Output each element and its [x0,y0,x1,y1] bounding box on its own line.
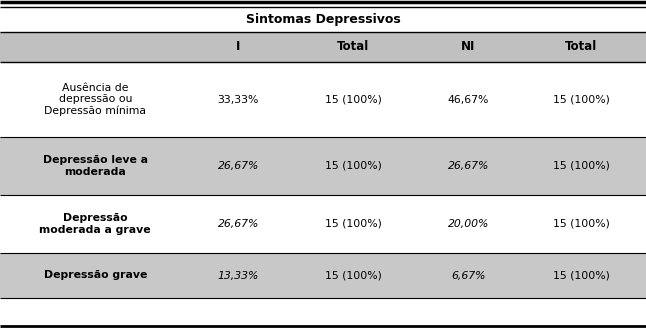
Text: Depressão grave: Depressão grave [43,271,147,280]
Text: Ausência de
depressão ou
Depressão mínima: Ausência de depressão ou Depressão mínim… [45,83,146,116]
Text: 15 (100%): 15 (100%) [325,271,382,280]
Text: 46,67%: 46,67% [448,94,489,105]
Text: 15 (100%): 15 (100%) [552,219,610,229]
Text: Total: Total [337,40,370,53]
Text: 15 (100%): 15 (100%) [325,219,382,229]
Text: 13,33%: 13,33% [218,271,259,280]
Text: 33,33%: 33,33% [218,94,259,105]
Text: Depressão
moderada a grave: Depressão moderada a grave [39,213,151,235]
Text: 15 (100%): 15 (100%) [552,94,610,105]
Text: 26,67%: 26,67% [218,161,259,171]
Text: 26,67%: 26,67% [218,219,259,229]
Text: 26,67%: 26,67% [448,161,489,171]
Text: 15 (100%): 15 (100%) [552,161,610,171]
Text: 6,67%: 6,67% [451,271,486,280]
Text: 20,00%: 20,00% [448,219,489,229]
Bar [0,253,646,298]
Text: 15 (100%): 15 (100%) [552,271,610,280]
Bar [0,32,646,62]
Bar [0,195,646,253]
Bar [0,62,646,137]
Bar [0,137,646,195]
Bar [0,7,646,32]
Text: Total: Total [565,40,597,53]
Text: Depressão leve a
moderada: Depressão leve a moderada [43,155,148,177]
Text: NI: NI [461,40,475,53]
Text: 15 (100%): 15 (100%) [325,161,382,171]
Text: I: I [236,40,240,53]
Text: 15 (100%): 15 (100%) [325,94,382,105]
Text: Sintomas Depressivos: Sintomas Depressivos [245,13,401,26]
